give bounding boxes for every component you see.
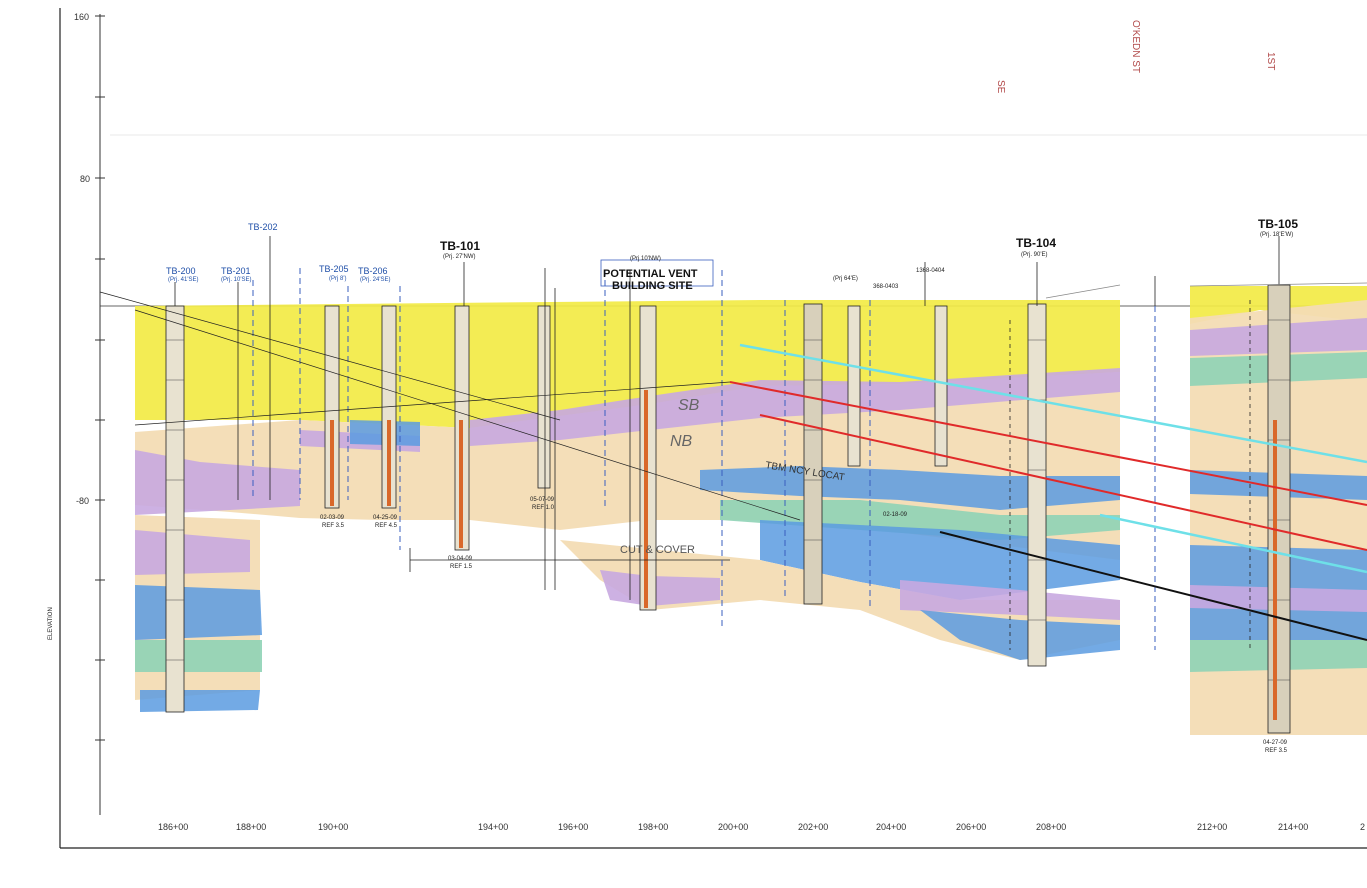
boring-label-tb-206: TB-206 — [358, 266, 388, 276]
nb-label: NB — [670, 433, 693, 450]
stratum-left-blue — [135, 585, 262, 640]
boring-column-196 — [537, 305, 551, 489]
boring-date-3: 03-04-09 — [448, 556, 473, 562]
street-label-se: SE — [995, 80, 1006, 94]
station-label-196: 196+00 — [558, 822, 588, 832]
soil-strata — [135, 286, 1367, 735]
boring-column-tb-105 — [1267, 284, 1291, 734]
alignment-lines — [99, 282, 1367, 641]
station-label-216-partial: 2 — [1360, 822, 1365, 832]
boring-column-202 — [803, 303, 823, 605]
boring-ref-3: REF 1.5 — [450, 564, 473, 570]
boring-label-tb-201: TB-201 — [221, 266, 251, 276]
stratum-left-till — [135, 640, 262, 672]
dashed-black-lines — [1009, 300, 1251, 650]
boring-column-206 — [934, 305, 948, 467]
thin-black-diagonal-2 — [134, 309, 801, 521]
station-label-206: 206+00 — [956, 822, 986, 832]
station-label-186: 186+00 — [158, 822, 188, 832]
sb-label: SB — [678, 397, 700, 414]
boring-stick-lines — [174, 236, 1280, 600]
cyan-line-upper — [739, 343, 1367, 464]
thin-black-diagonal-1 — [99, 291, 561, 421]
boring-red-markers — [330, 390, 1277, 720]
boring-ref-2: REF 4.5 — [375, 523, 398, 529]
boring-label-tb-200: TB-200 — [166, 266, 196, 276]
boring-date-1: 02-03-09 — [320, 515, 345, 521]
thin-black-diagonal-3 — [134, 381, 731, 426]
boring-label-tb-104: TB-104 — [1016, 236, 1056, 250]
black-thick-line — [939, 531, 1367, 641]
stratum-clay-b — [470, 368, 1120, 446]
dashed-blue-lines — [252, 268, 1156, 650]
boring-label-tb-105: TB-105 — [1258, 217, 1298, 231]
street-label-okedn: O'KEDN ST — [1130, 20, 1141, 73]
boring-column-204 — [847, 305, 861, 467]
y-tick-label-minus80: -80 — [76, 496, 89, 506]
y-tick-label-160: 160 — [74, 12, 89, 22]
boring-label-tb-202: TB-202 — [248, 222, 278, 232]
boring-date-5: 02-18-09 — [883, 512, 908, 518]
boring-label-tb-101: TB-101 — [440, 239, 480, 253]
stratum-fill-yellow — [135, 300, 1120, 428]
cyan-line-lower — [1099, 513, 1367, 574]
boring-proj-tb-201: (Prj. 10'SE) — [221, 277, 252, 283]
ground-surface-right-2 — [1189, 282, 1367, 287]
boring-proj-tb-205: (Prj 8') — [329, 276, 346, 282]
small-label-prj-64: (Prj 64'E) — [833, 276, 858, 282]
boring-date-6: 04-27-09 — [1263, 740, 1288, 746]
station-label-200: 200+00 — [718, 822, 748, 832]
y-axis-title: ELEVATION — [48, 607, 54, 640]
red-line-upper — [729, 381, 1367, 506]
boring-column-tb-200 — [165, 305, 185, 713]
stratum-left-bottom-blue — [140, 690, 260, 712]
station-label-198: 198+00 — [638, 822, 668, 832]
station-label-208: 208+00 — [1036, 822, 1066, 832]
cut-cover-label: CUT & COVER — [620, 544, 695, 556]
small-label-1368-0404: 1368-0404 — [916, 268, 945, 274]
boring-date-4: 05-07-09 — [530, 497, 555, 503]
boring-date-2: 04-25-09 — [373, 515, 398, 521]
boring-label-tb-205: TB-205 — [319, 264, 349, 274]
vent-site-projection: (Prj 10'NW) — [630, 256, 661, 262]
station-label-190: 190+00 — [318, 822, 348, 832]
ground-surface-right — [1045, 284, 1121, 299]
potential-vent-label: POTENTIAL VENT — [603, 268, 698, 280]
boring-ref-4: REF 1.0 — [532, 505, 555, 511]
building-site-label: BUILDING SITE — [612, 280, 693, 292]
boring-column-tb-104 — [1027, 303, 1047, 667]
boring-proj-tb-200: (Prj. 41'SE) — [168, 277, 199, 283]
boring-proj-tb-101: (Prj. 27'NW) — [443, 254, 475, 260]
boring-proj-tb-105: (Prj. 18'E'W) — [1260, 232, 1293, 238]
boring-proj-tb-104: (Prj. 90'E) — [1021, 252, 1047, 258]
boring-ref-6: REF 3.5 — [1265, 748, 1288, 754]
street-label-1st: 1ST — [1265, 52, 1276, 70]
stratum-bottom-blue — [920, 610, 1120, 660]
red-line-lower — [759, 414, 1367, 551]
station-label-202: 202+00 — [798, 822, 828, 832]
station-label-188: 188+00 — [236, 822, 266, 832]
boring-proj-tb-206: (Prj. 24'SE) — [360, 277, 391, 283]
station-label-194: 194+00 — [478, 822, 508, 832]
vent-site-box — [600, 259, 714, 287]
small-label-368-0403: 368-0403 — [873, 284, 899, 290]
y-tick-label-80: 80 — [80, 174, 90, 184]
station-label-204: 204+00 — [876, 822, 906, 832]
station-labels: 186+00 188+00 190+00 194+00 196+00 198+0… — [158, 822, 1365, 832]
boring-column-tb-205 — [324, 305, 340, 509]
y-axis-ticks — [95, 15, 105, 741]
stratum-left-clay — [135, 530, 250, 575]
boring-ref-1: REF 3.5 — [322, 523, 345, 529]
station-label-212: 212+00 — [1197, 822, 1227, 832]
station-label-214: 214+00 — [1278, 822, 1308, 832]
